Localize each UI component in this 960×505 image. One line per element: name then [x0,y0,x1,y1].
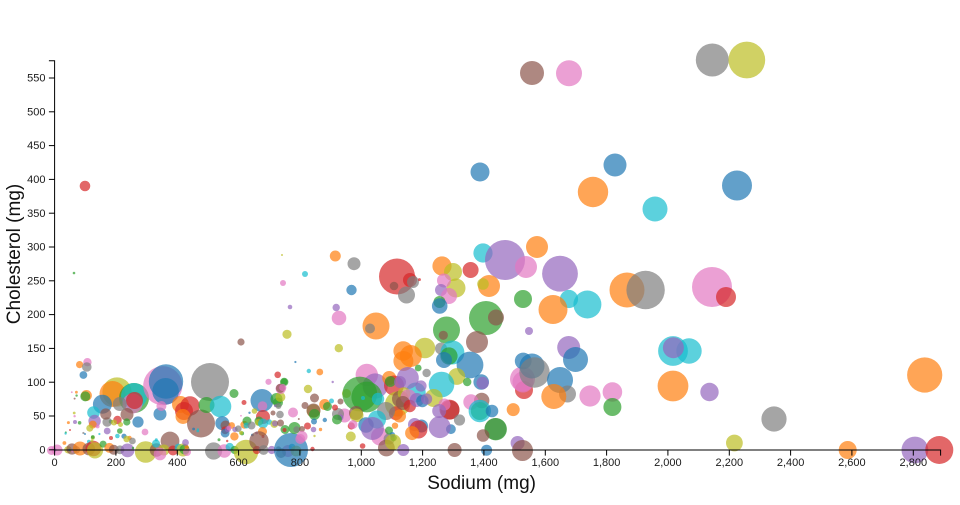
svg-text:2,600: 2,600 [838,457,866,469]
svg-text:1,600: 1,600 [532,457,560,469]
svg-text:Sodium (mg): Sodium (mg) [427,473,536,494]
svg-text:300: 300 [27,242,45,254]
svg-text:1,800: 1,800 [593,457,621,469]
svg-text:400: 400 [168,457,186,469]
svg-text:200: 200 [107,457,125,469]
svg-text:150: 150 [27,343,45,355]
svg-text:2,200: 2,200 [716,457,744,469]
svg-text:1,200: 1,200 [409,457,437,469]
svg-text:0: 0 [39,444,45,456]
svg-text:200: 200 [27,309,45,321]
svg-text:800: 800 [291,457,309,469]
svg-text:500: 500 [27,106,45,118]
svg-text:400: 400 [27,174,45,186]
svg-text:1,400: 1,400 [470,457,498,469]
svg-text:0: 0 [52,457,58,469]
svg-text:350: 350 [27,208,45,220]
svg-text:100: 100 [27,377,45,389]
svg-text:50: 50 [33,411,45,423]
svg-text:550: 550 [27,73,45,85]
svg-text:250: 250 [27,275,45,287]
svg-text:450: 450 [27,140,45,152]
svg-text:2,800: 2,800 [900,457,928,469]
svg-text:2,400: 2,400 [777,457,805,469]
svg-text:600: 600 [229,457,247,469]
svg-text:1,000: 1,000 [348,457,376,469]
svg-text:Cholesterol (mg): Cholesterol (mg) [4,184,25,324]
svg-text:2,000: 2,000 [654,457,682,469]
